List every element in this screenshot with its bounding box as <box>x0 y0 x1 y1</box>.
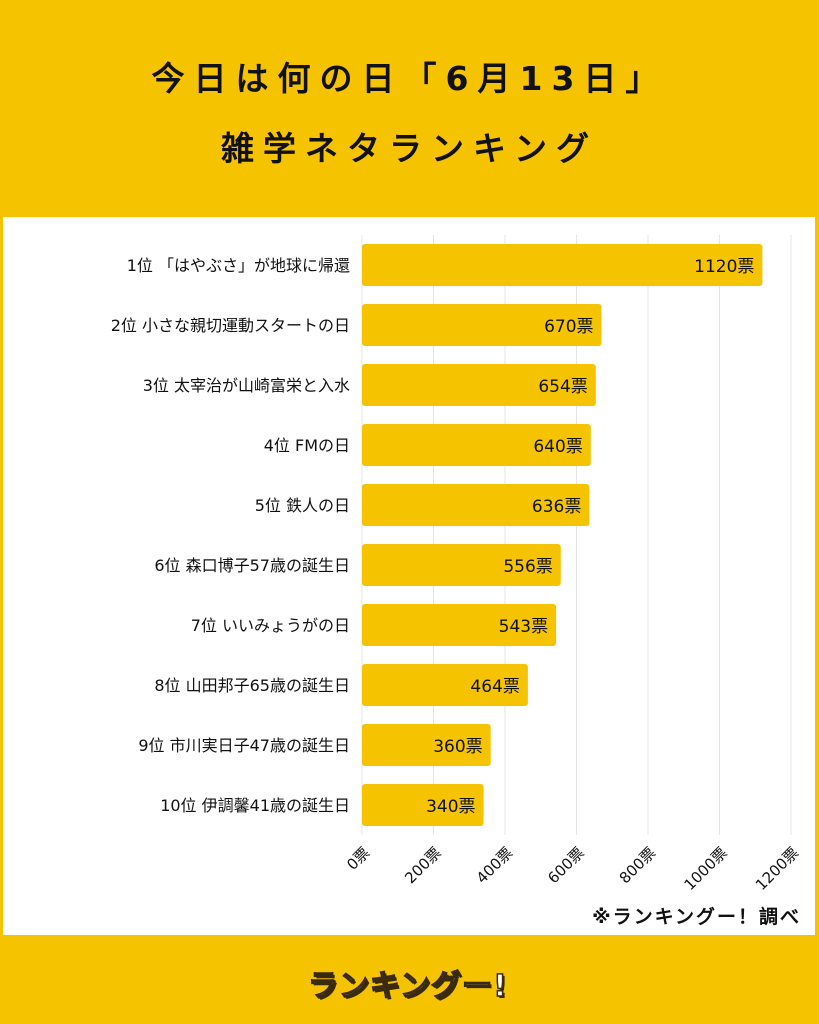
category-label-2: 2位 小さな親切運動スタートの日 <box>111 316 350 335</box>
category-label-6: 6位 森口博子57歳の誕生日 <box>154 556 350 575</box>
category-label-8: 8位 山田邦子65歳の誕生日 <box>154 676 350 695</box>
bar-4 <box>362 424 591 466</box>
category-label-4: 4位 FMの日 <box>264 436 350 455</box>
tick-label-1000: 1000票 <box>680 844 730 894</box>
footer: ランキングー! <box>0 935 819 1024</box>
tick-label-0: 0票 <box>343 844 373 874</box>
bar-2 <box>362 304 602 346</box>
ranking-logo: ランキングー! <box>300 953 520 1013</box>
tick-label-1200: 1200票 <box>752 844 802 894</box>
value-label-6: 556票 <box>503 557 552 577</box>
value-label-10: 340票 <box>426 797 475 817</box>
logo-text: ランキングー! <box>307 968 508 1005</box>
bar-8 <box>362 664 528 706</box>
value-label-7: 543票 <box>499 617 548 637</box>
category-label-1: 1位 「はやぶさ」が地球に帰還 <box>127 256 350 275</box>
value-label-8: 464票 <box>470 677 519 697</box>
bar-9 <box>362 724 491 766</box>
bar-1 <box>362 244 763 286</box>
value-label-4: 640票 <box>533 437 582 457</box>
category-label-5: 5位 鉄人の日 <box>255 496 350 515</box>
tick-label-200: 200票 <box>401 844 445 888</box>
logo-graphic <box>302 961 518 1009</box>
value-label-2: 670票 <box>544 317 593 337</box>
bar-7 <box>362 604 557 646</box>
bar-3 <box>362 364 596 406</box>
source-note: ※ランキングー！調べ <box>592 906 801 928</box>
bar-chart: 1位 「はやぶさ」が地球に帰還 1120票 2位 小さな親切運動スタートの日 670票… <box>111 235 802 894</box>
header: 今日は何の日「6月13日」 雑学ネタランキング <box>0 0 819 215</box>
category-label-3: 3位 太宰治が山崎富栄と入水 <box>143 376 350 395</box>
category-label-7: 7位 いいみょうがの日 <box>191 616 350 635</box>
page-title-line-2: 雑学ネタランキング <box>220 129 598 168</box>
tick-label-600: 600票 <box>544 844 588 888</box>
tick-label-400: 400票 <box>473 844 517 888</box>
bar-10 <box>362 784 484 826</box>
category-label-10: 10位 伊調馨41歳の誕生日 <box>160 796 350 815</box>
bar-6 <box>362 544 561 586</box>
value-label-9: 360票 <box>433 737 482 757</box>
category-label-9: 9位 市川実日子47歳の誕生日 <box>138 736 350 755</box>
bar-5 <box>362 484 590 526</box>
chart-panel: 1位 「はやぶさ」が地球に帰還 1120票 2位 小さな親切運動スタートの日 670票… <box>3 217 815 935</box>
page-title-line-1: 今日は何の日「6月13日」 <box>151 59 668 98</box>
value-label-3: 654票 <box>538 377 587 397</box>
value-label-5: 636票 <box>532 497 581 517</box>
tick-label-800: 800票 <box>616 844 660 888</box>
value-label-1: 1120票 <box>694 257 754 277</box>
